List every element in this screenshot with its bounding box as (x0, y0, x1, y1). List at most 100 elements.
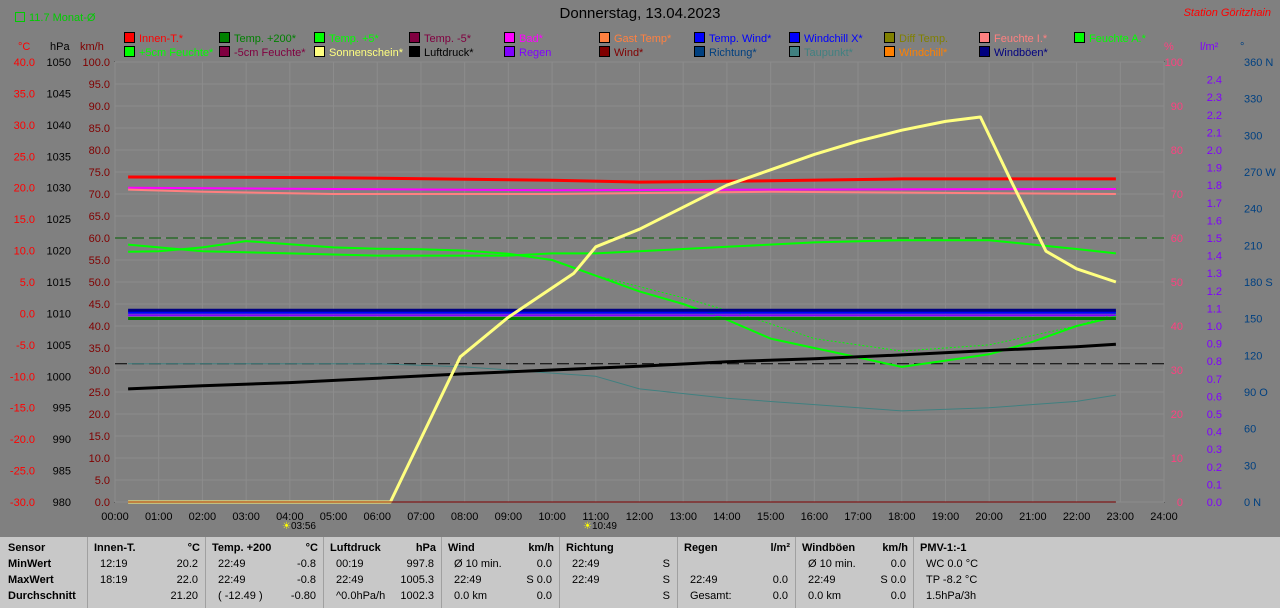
stats-value-time: 22:49 (808, 574, 836, 586)
pressure-tick-label: 1025 (47, 214, 71, 226)
speed-tick-label: 50.0 (89, 277, 110, 289)
pressure-tick-label: 1035 (47, 151, 71, 163)
stats-separator (441, 537, 442, 608)
rain-tick-label: 0.7 (1207, 374, 1222, 386)
stats-value-row: 22:49 1005.3 (324, 573, 442, 587)
stats-block-unit: l/m² (770, 542, 790, 554)
pressure-tick-label: 1005 (47, 340, 71, 352)
stats-value: 1002.3 (400, 590, 434, 602)
legend-label: Temp. -5* (424, 33, 472, 45)
direction-unit: ° (1240, 41, 1245, 53)
temp-tick-label: 0.0 (20, 308, 35, 320)
stats-value-row: WC 0.0 °C (914, 557, 1032, 571)
speed-tick-label: 65.0 (89, 211, 110, 223)
legend-swatch (884, 46, 895, 57)
stats-value: 20.2 (176, 558, 198, 570)
stats-table: Sensor MinWert MaxWert Durchschnitt Innen-T.… (0, 537, 1280, 608)
rain-tick-label: 1.5 (1207, 233, 1222, 245)
speed-tick-label: 60.0 (89, 233, 110, 245)
stats-block-header: Regen l/m² (678, 541, 796, 555)
x-tick-label: 18:00 (888, 511, 916, 523)
temp-tick-label: -5.0 (16, 340, 35, 352)
legend-swatch (409, 32, 420, 43)
stats-value: 21.20 (170, 590, 198, 602)
legend-swatch (314, 46, 325, 57)
stats-separator (677, 537, 678, 608)
legend-item: Gast Temp* (599, 32, 671, 45)
pressure-unit: hPa (50, 41, 70, 53)
humidity-tick-label: 50 (1171, 277, 1183, 289)
stats-block: Innen-T. °C 12:19 20.2 18:19 22.0 21.20 (88, 537, 206, 608)
stats-value: -0.80 (290, 590, 316, 602)
rain-tick-label: 2.4 (1207, 75, 1222, 87)
legend-item: Windböen* (979, 46, 1048, 59)
direction-tick-label: 0 N (1244, 497, 1261, 509)
x-tick-label: 16:00 (801, 511, 829, 523)
stats-block: Windböen km/h Ø 10 min. 0.0 22:49 S 0.0 0.0 km… (796, 537, 914, 608)
x-tick-label: 24:00 (1150, 511, 1178, 523)
stats-block-header: Innen-T. °C (88, 541, 206, 555)
stats-value: 997.8 (406, 558, 434, 570)
humidity-tick-label: 10 (1171, 453, 1183, 465)
legend-item: -5cm Feuchte* (219, 46, 306, 59)
stats-sensor-column: Sensor MinWert MaxWert Durchschnitt (0, 537, 88, 608)
stats-row-label: Durchschnitt (8, 590, 76, 602)
temp-tick-label: -10.0 (10, 371, 35, 383)
rain-tick-label: 1.4 (1207, 251, 1222, 263)
temp-tick-label: -25.0 (10, 466, 35, 478)
rain-tick-label: 0.6 (1207, 391, 1222, 403)
stats-value-time: 22:49 (336, 574, 364, 586)
legend-item: Temp. -5* (409, 32, 472, 45)
direction-tick-label: 270 W (1244, 167, 1276, 179)
direction-tick-label: 210 (1244, 240, 1262, 252)
stats-value-time: Ø 10 min. (808, 558, 856, 570)
pressure-tick-label: 1010 (47, 308, 71, 320)
rain-unit: l/m² (1200, 41, 1219, 53)
stats-value: S 0.0 (880, 574, 906, 586)
stats-value: 0.0 (772, 574, 788, 586)
x-tick-label: 07:00 (407, 511, 435, 523)
rain-tick-label: 1.8 (1207, 180, 1222, 192)
stats-block-title: Richtung (566, 542, 614, 554)
stats-block-header: Richtung (560, 541, 678, 555)
legend-swatch (409, 46, 420, 57)
legend-label: Luftdruck* (424, 47, 474, 59)
stats-value-time: 0.0 km (808, 590, 842, 602)
legend-label: -5cm Feuchte* (234, 47, 306, 59)
humidity-tick-label: 70 (1171, 189, 1183, 201)
stats-value: S 0.0 (526, 574, 552, 586)
stats-value-time: 22:49 (454, 574, 482, 586)
stats-value-time: 1.5hPa/3h (926, 590, 977, 602)
stats-value-row: 22:49 0.0 (678, 573, 796, 587)
x-tick-label: 08:00 (451, 511, 479, 523)
rain-tick-label: 1.7 (1207, 198, 1222, 210)
speed-tick-label: 45.0 (89, 299, 110, 311)
legend-item: Feuchte A.* (1074, 32, 1146, 45)
legend-swatch (694, 32, 705, 43)
stats-separator (323, 537, 324, 608)
rain-tick-label: 0.8 (1207, 356, 1222, 368)
pressure-tick-label: 995 (53, 403, 71, 415)
stats-block-header: Wind km/h (442, 541, 560, 555)
stats-value: 0.0 (772, 590, 788, 602)
stats-value: 1005.3 (400, 574, 434, 586)
stats-value-row: 22:49 S 0.0 (796, 573, 914, 587)
stats-value-time: 0.0 km (454, 590, 488, 602)
temp-tick-label: 40.0 (14, 57, 35, 69)
speed-tick-label: 10.0 (89, 453, 110, 465)
direction-tick-label: 330 (1244, 94, 1262, 106)
stats-block-unit: km/h (528, 542, 554, 554)
x-tick-label: 05:00 (320, 511, 348, 523)
speed-tick-label: 40.0 (89, 321, 110, 333)
pressure-tick-label: 985 (53, 466, 71, 478)
stats-value-time: 22:49 (572, 574, 600, 586)
speed-tick-label: 75.0 (89, 167, 110, 179)
legend-label: Temp. Wind* (709, 33, 772, 45)
x-tick-label: 17:00 (844, 511, 872, 523)
stats-value-time: ( -12.49 ) (218, 590, 263, 602)
rain-tick-label: 0.0 (1207, 497, 1222, 509)
legend-swatch (504, 46, 515, 57)
x-tick-label: 20:00 (975, 511, 1003, 523)
direction-tick-label: 90 O (1244, 387, 1268, 399)
x-tick-label: 10:00 (538, 511, 566, 523)
